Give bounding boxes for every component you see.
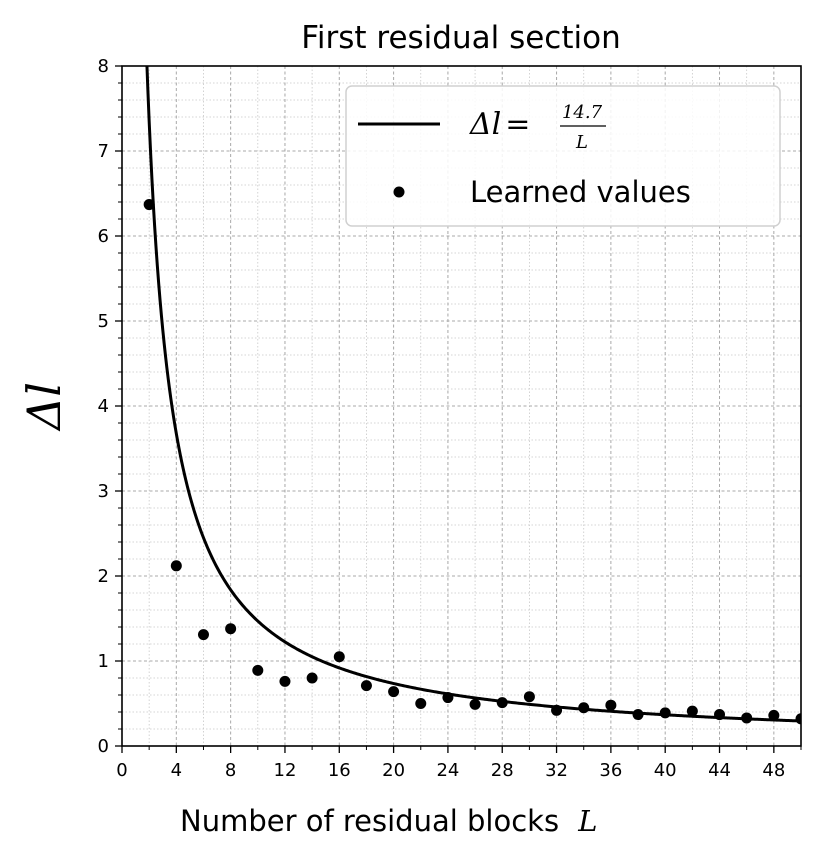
learned-value-point <box>197 629 209 641</box>
legend-formula-denominator: L <box>575 132 588 153</box>
y-tick-label: 8 <box>98 56 109 77</box>
learned-value-point <box>578 702 590 714</box>
learned-value-point <box>768 709 780 721</box>
x-tick-label: 20 <box>382 760 405 781</box>
y-tick-label: 3 <box>98 481 109 502</box>
x-tick-label: 40 <box>654 760 677 781</box>
learned-value-point <box>605 699 617 711</box>
y-tick-label: 7 <box>98 141 109 162</box>
x-tick-label: 16 <box>328 760 351 781</box>
x-tick-label: 4 <box>171 760 182 781</box>
learned-value-point <box>496 697 508 709</box>
learned-value-point <box>252 664 264 676</box>
y-tick-label: 6 <box>98 226 109 247</box>
learned-value-point <box>714 709 726 721</box>
x-axis-label-symbol: L <box>577 804 597 838</box>
learned-value-point <box>741 712 753 724</box>
learned-value-point <box>795 713 801 725</box>
learned-value-point <box>360 680 372 692</box>
learned-value-point <box>333 651 345 663</box>
legend: Δl = 14.7 L Learned values <box>345 85 781 227</box>
x-tick-label: 28 <box>491 760 514 781</box>
x-tick-label: 48 <box>762 760 785 781</box>
plot-content <box>143 66 801 725</box>
learned-value-point <box>279 675 291 687</box>
learned-value-point <box>170 560 182 572</box>
learned-value-point <box>469 698 481 710</box>
learned-value-point <box>686 705 698 717</box>
y-tick-label: 1 <box>98 651 109 672</box>
x-tick-label: 44 <box>708 760 731 781</box>
legend-marker-swatch <box>393 186 405 198</box>
learned-value-point <box>388 686 400 698</box>
learned-value-point <box>306 672 318 684</box>
y-tick-label: 5 <box>98 311 109 332</box>
legend-formula-numerator: 14.7 <box>562 102 603 123</box>
learned-value-point <box>225 623 237 635</box>
legend-frame <box>345 85 781 227</box>
x-tick-label: 24 <box>436 760 459 781</box>
x-tick-label: 8 <box>225 760 236 781</box>
learned-value-point <box>523 691 535 703</box>
x-axis-label: Number of residual blocks L <box>180 804 598 838</box>
learned-value-point <box>632 709 644 721</box>
y-tick-label: 0 <box>98 736 109 757</box>
legend-label-learned-values: Learned values <box>470 175 691 209</box>
y-axis-label: Δl <box>17 382 71 432</box>
svg-text:Δl=: Δl = <box>469 107 530 142</box>
x-tick-label: 36 <box>599 760 622 781</box>
y-tick-label: 4 <box>98 396 109 417</box>
chart-title: First residual section <box>301 20 620 56</box>
learned-value-point <box>442 692 454 704</box>
learned-value-point <box>415 698 427 709</box>
learned-value-point <box>143 199 155 211</box>
x-tick-label: 32 <box>545 760 568 781</box>
axis-ticks <box>115 65 802 753</box>
learned-value-point <box>551 704 563 716</box>
y-tick-label: 2 <box>98 566 109 587</box>
learned-value-point <box>659 707 671 719</box>
legend-formula: Δl = 14.7 L <box>469 102 606 153</box>
x-tick-label: 12 <box>274 760 297 781</box>
x-axis-label-text: Number of residual blocks <box>180 804 559 838</box>
svg-text:Number of residual blocks: Number of residual blocks L <box>180 804 598 838</box>
x-tick-label: 0 <box>116 760 127 781</box>
